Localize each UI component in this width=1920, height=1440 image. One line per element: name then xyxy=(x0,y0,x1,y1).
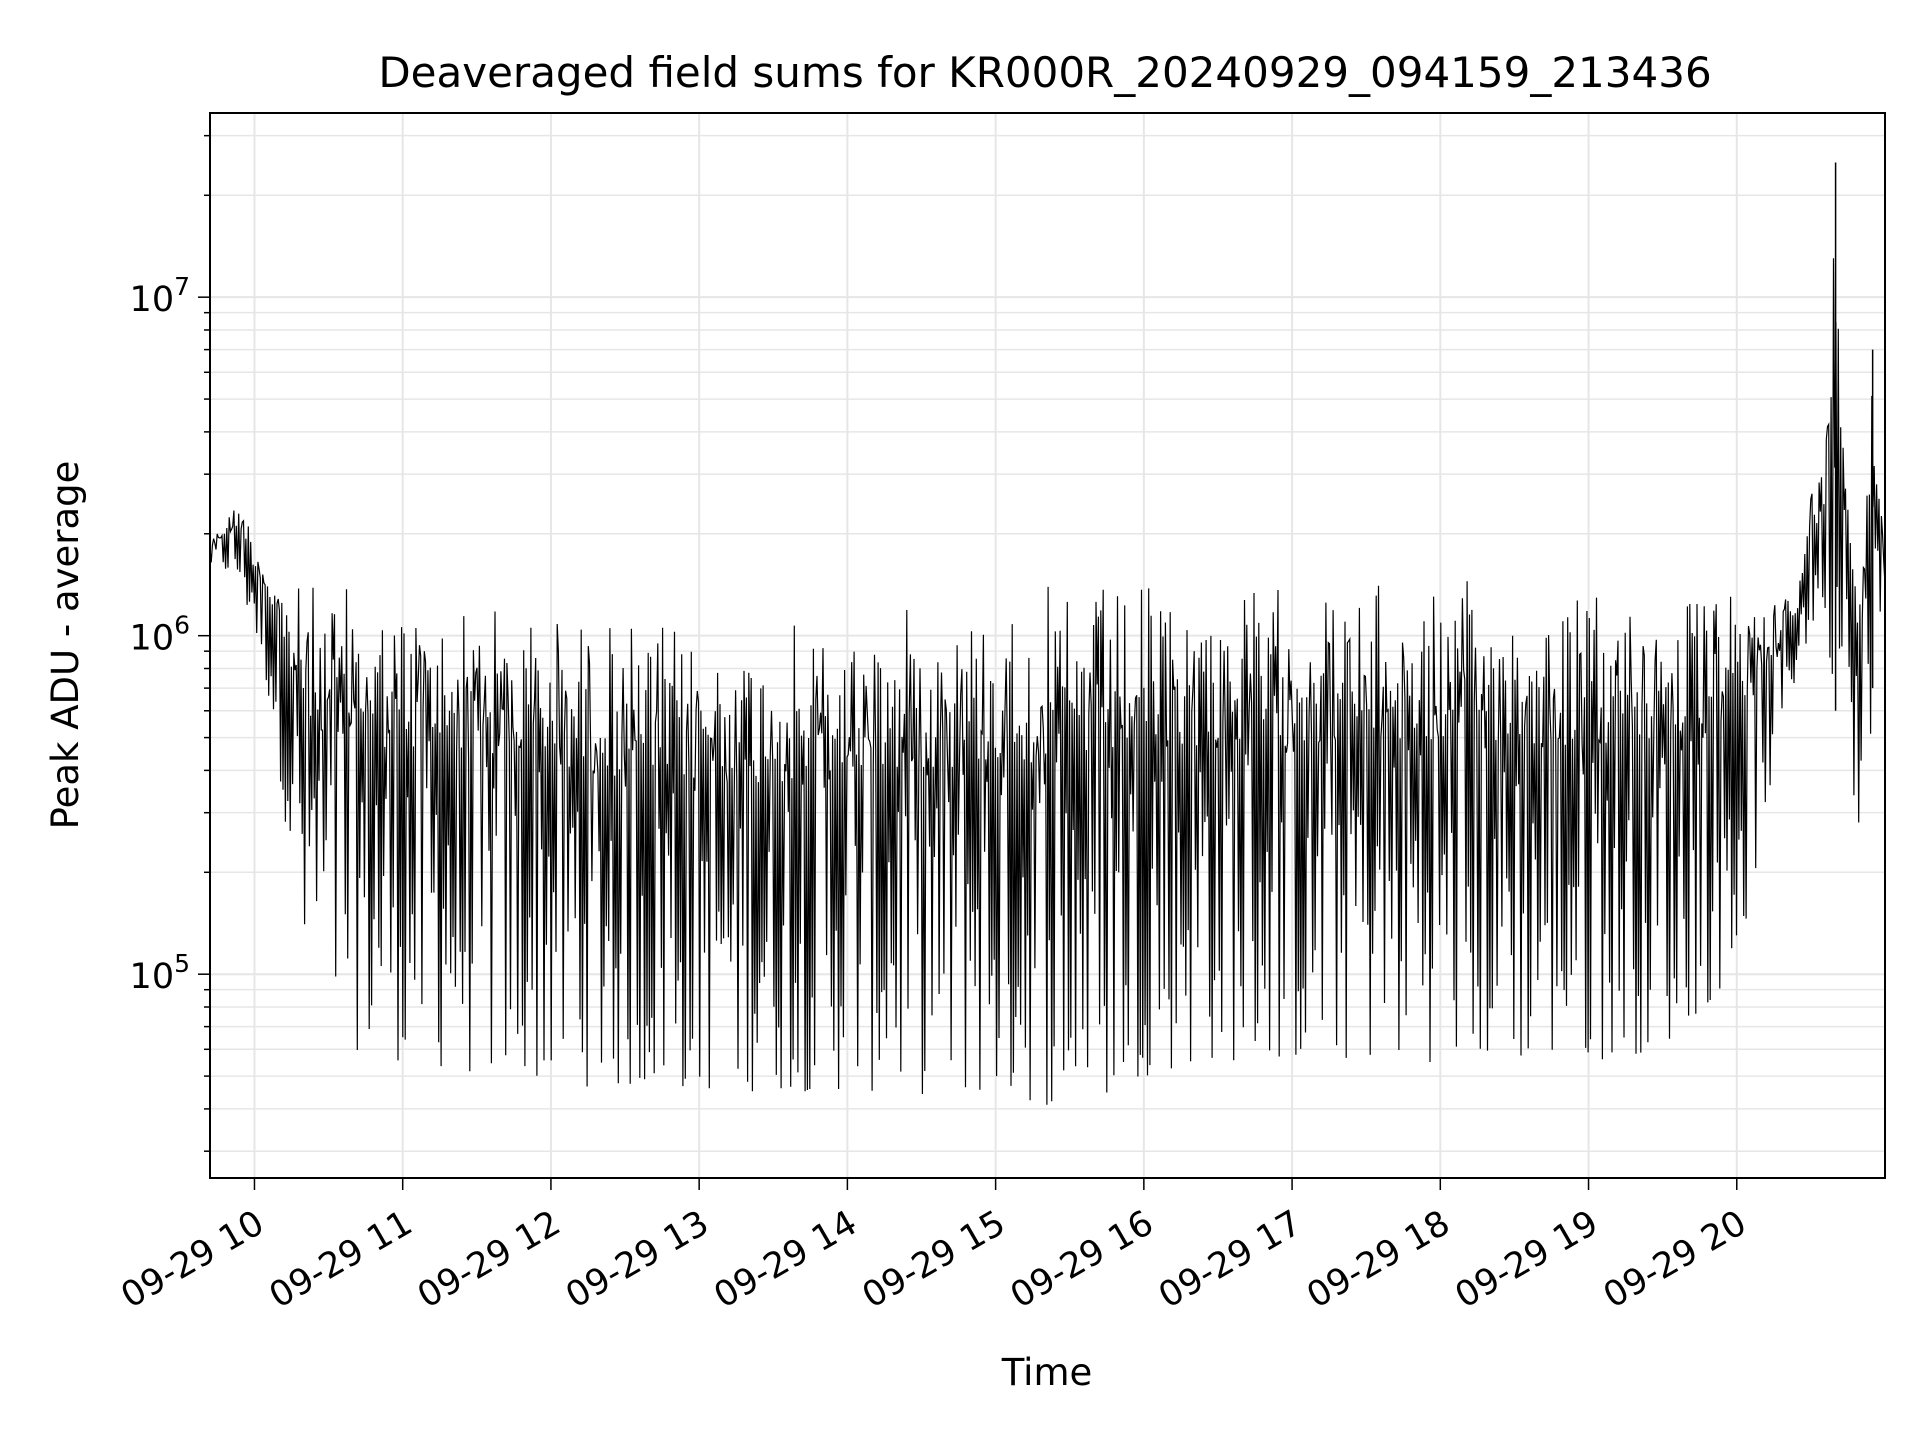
y-axis-label: Peak ADU - average xyxy=(44,461,87,830)
chart-title: Deaveraged field sums for KR000R_2024092… xyxy=(378,48,1711,97)
y-tick-label: 105 xyxy=(130,949,190,997)
series-layer xyxy=(209,162,1886,1105)
x-axis-label: Time xyxy=(1001,1351,1093,1394)
series-line xyxy=(209,258,1886,1105)
plot-frame xyxy=(209,112,1886,1179)
y-tick-label: 107 xyxy=(130,272,190,320)
y-tick-label: 106 xyxy=(130,611,190,659)
